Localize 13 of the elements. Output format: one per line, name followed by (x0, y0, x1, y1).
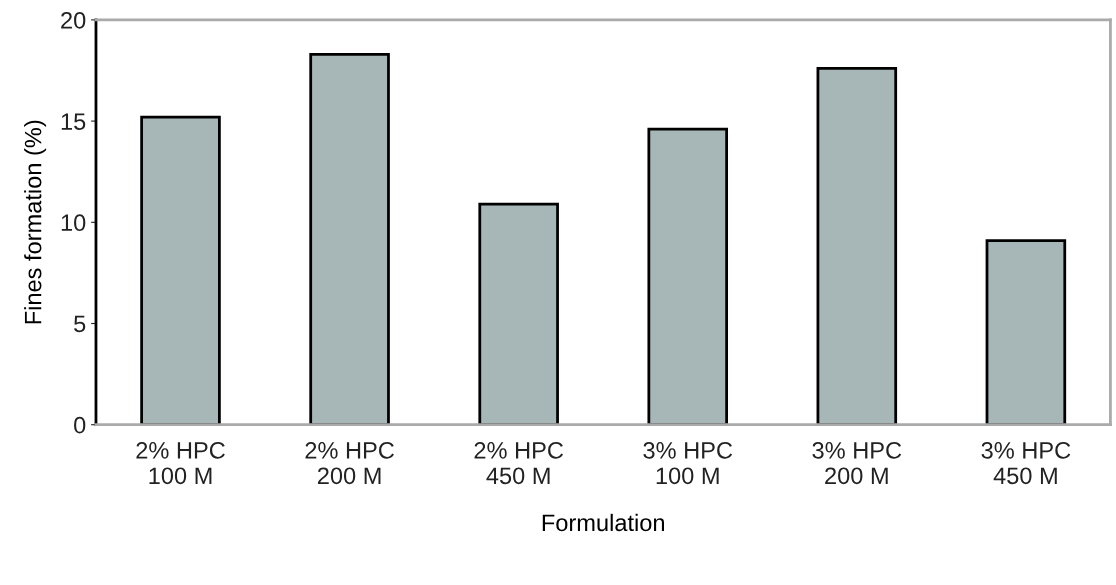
y-tick-label: 15 (61, 113, 86, 130)
y-tick-label: 10 (61, 214, 86, 232)
x-tick-label: 3% HPC 450 M (981, 442, 1071, 485)
y-tick-label: 0 (74, 416, 86, 434)
x-tick-label: 3% HPC 200 M (812, 442, 902, 485)
x-tick-label: 2% HPC 200 M (305, 442, 394, 485)
y-tick-label: 20 (61, 11, 86, 29)
y-tick-label: 5 (74, 315, 86, 333)
x-tick-label: 2% HPC 450 M (474, 442, 564, 485)
x-tick-label: 3% HPC 100 M (643, 442, 733, 485)
y-axis-title: Fines formation (%) (24, 120, 47, 324)
x-axis-title: Formulation (542, 513, 664, 532)
x-tick-label: 2% HPC 100 M (136, 442, 225, 485)
